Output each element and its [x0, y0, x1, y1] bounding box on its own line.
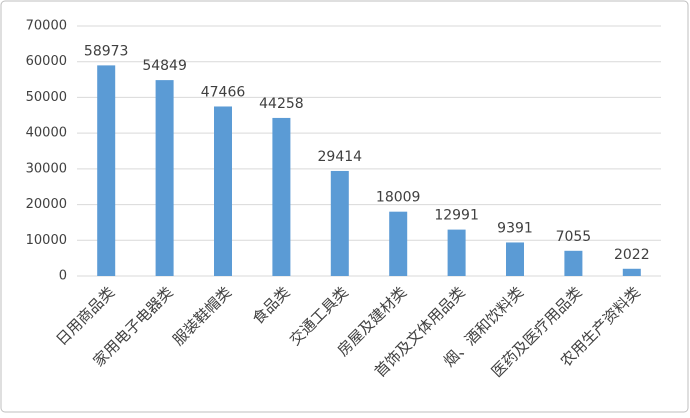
- y-tick-label: 60000: [26, 54, 67, 69]
- data-label: 12991: [434, 208, 479, 224]
- y-tick-label: 30000: [26, 161, 67, 176]
- data-label: 47466: [201, 84, 246, 100]
- y-tick-label: 10000: [26, 233, 67, 248]
- bar: [272, 117, 291, 276]
- bar: [564, 250, 583, 276]
- data-label: 44258: [259, 96, 304, 112]
- bar: [330, 170, 349, 276]
- y-tick-label: 50000: [26, 90, 67, 105]
- y-tick-label: 70000: [26, 19, 67, 34]
- y-tick-label: 0: [59, 269, 67, 284]
- bar: [622, 268, 641, 276]
- bar: [447, 229, 466, 276]
- data-label: 54849: [142, 58, 187, 74]
- data-label: 2022: [614, 247, 650, 263]
- data-label: 58973: [84, 43, 129, 59]
- bar: [214, 106, 232, 276]
- data-label: 29414: [318, 149, 363, 165]
- y-tick-label: 40000: [26, 126, 67, 141]
- data-label: 18009: [376, 190, 421, 206]
- data-label: 9391: [497, 220, 533, 236]
- bar: [506, 242, 524, 276]
- data-label: 7055: [556, 229, 592, 245]
- bar: [155, 80, 174, 276]
- y-tick-label: 20000: [26, 197, 67, 212]
- bar: [389, 211, 408, 276]
- bar: [97, 65, 116, 276]
